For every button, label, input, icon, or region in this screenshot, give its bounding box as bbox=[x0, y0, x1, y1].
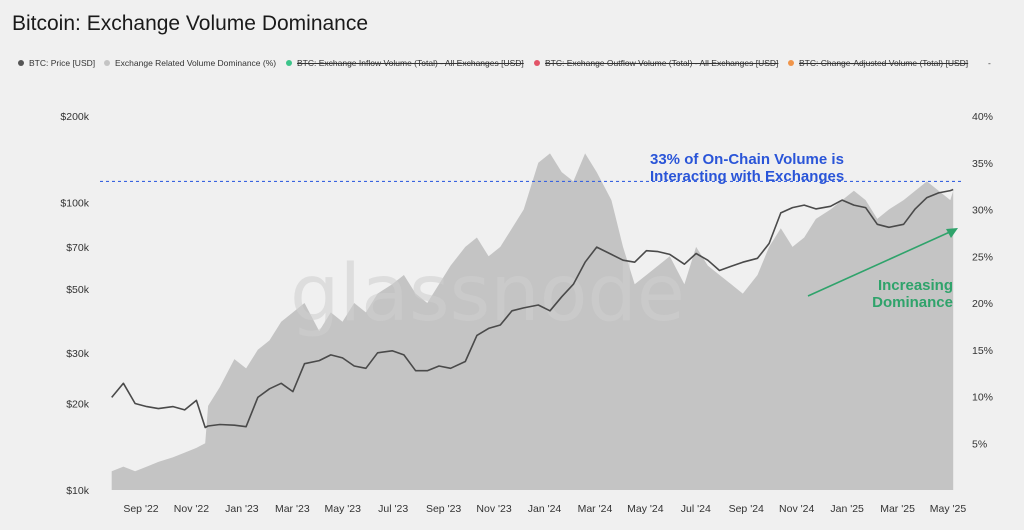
x-tick-label: May '23 bbox=[325, 503, 362, 515]
legend-item-inflow[interactable]: BTC: Exchange Inflow Volume (Total) - Al… bbox=[286, 58, 524, 68]
trend-annotation-line2: Dominance bbox=[872, 294, 953, 311]
x-tick-label: Nov '22 bbox=[174, 503, 209, 515]
right-tick-label: 30% bbox=[972, 205, 993, 217]
legend-item-outflow[interactable]: BTC: Exchange Outflow Volume (Total) - A… bbox=[534, 58, 778, 68]
right-tick-label: 35% bbox=[972, 158, 993, 170]
legend-dot-icon bbox=[534, 60, 540, 66]
right-tick-label: 10% bbox=[972, 392, 993, 404]
trend-arrow-shaft bbox=[807, 230, 953, 297]
x-tick-label: Nov '24 bbox=[779, 503, 814, 515]
legend-label: BTC: Exchange Outflow Volume (Total) - A… bbox=[545, 58, 779, 68]
x-tick-label: Jul '24 bbox=[681, 503, 711, 515]
left-axis: $200k $100k $70k $50k $30k $20k $10k bbox=[60, 111, 89, 497]
x-tick-label: Jan '25 bbox=[830, 503, 864, 515]
legend-dot-icon bbox=[18, 60, 24, 66]
legend-dot-icon bbox=[286, 60, 292, 66]
legend-label: - bbox=[988, 58, 991, 68]
left-tick-label: $50k bbox=[66, 284, 90, 296]
legend-dot-icon bbox=[104, 60, 110, 66]
right-tick-label: 20% bbox=[972, 298, 993, 310]
left-tick-label: $100k bbox=[60, 198, 89, 210]
left-tick-label: $200k bbox=[60, 111, 89, 123]
legend-item-price[interactable]: BTC: Price [USD] bbox=[18, 58, 95, 68]
left-tick-label: $70k bbox=[66, 242, 90, 254]
x-tick-label: Jan '23 bbox=[225, 503, 259, 515]
chart-title: Bitcoin: Exchange Volume Dominance bbox=[12, 12, 369, 35]
x-tick-label: Mar '23 bbox=[275, 503, 310, 515]
trend-annotation-line1: Increasing bbox=[878, 277, 953, 294]
right-tick-label: 15% bbox=[972, 345, 993, 357]
x-tick-label: Jan '24 bbox=[528, 503, 562, 515]
threshold-annotation-line1: 33% of On-Chain Volume is bbox=[650, 151, 844, 168]
left-tick-label: $30k bbox=[66, 348, 90, 360]
legend-label: Exchange Related Volume Dominance (%) bbox=[115, 58, 277, 68]
left-tick-label: $10k bbox=[66, 485, 90, 497]
dominance-area bbox=[111, 153, 954, 490]
legend-label: BTC: Change-Adjusted Volume (Total) [USD… bbox=[799, 58, 969, 68]
trend-arrow-head bbox=[946, 228, 958, 238]
left-tick-label: $20k bbox=[66, 398, 90, 410]
x-tick-label: May '25 bbox=[930, 503, 967, 515]
legend-label: BTC: Price [USD] bbox=[29, 58, 96, 68]
watermark-text: glassnode bbox=[290, 249, 685, 339]
legend-item-more[interactable]: - bbox=[988, 58, 991, 68]
x-tick-label: Jul '23 bbox=[378, 503, 408, 515]
legend-item-change-adjusted[interactable]: BTC: Change-Adjusted Volume (Total) [USD… bbox=[788, 58, 968, 68]
right-tick-label: 5% bbox=[972, 438, 987, 450]
legend: BTC: Price [USD] Exchange Related Volume… bbox=[14, 58, 1014, 74]
trend-arrow-icon bbox=[807, 228, 958, 297]
x-tick-label: May '24 bbox=[627, 503, 664, 515]
dominance-area-layer bbox=[111, 153, 954, 490]
x-tick-label: Sep '22 bbox=[123, 503, 158, 515]
legend-item-dominance[interactable]: Exchange Related Volume Dominance (%) bbox=[104, 58, 276, 68]
legend-label: BTC: Exchange Inflow Volume (Total) - Al… bbox=[297, 58, 524, 68]
x-tick-label: Nov '23 bbox=[476, 503, 511, 515]
x-axis: Sep '22 Nov '22 Jan '23 Mar '23 May '23 Jul '… bbox=[123, 503, 966, 515]
legend-dot-icon bbox=[788, 60, 794, 66]
x-tick-label: Sep '24 bbox=[729, 503, 764, 515]
threshold-annotation-line2: Interacting with Exchanges bbox=[650, 168, 844, 185]
x-tick-label: Mar '24 bbox=[578, 503, 613, 515]
x-tick-label: Mar '25 bbox=[880, 503, 915, 515]
x-tick-label: Sep '23 bbox=[426, 503, 461, 515]
price-line bbox=[111, 188, 954, 429]
right-tick-label: 25% bbox=[972, 251, 993, 263]
price-line-layer bbox=[111, 188, 954, 429]
right-axis: 40% 35% 30% 25% 20% 15% 10% 5% bbox=[972, 111, 993, 450]
right-tick-label: 40% bbox=[972, 111, 993, 123]
